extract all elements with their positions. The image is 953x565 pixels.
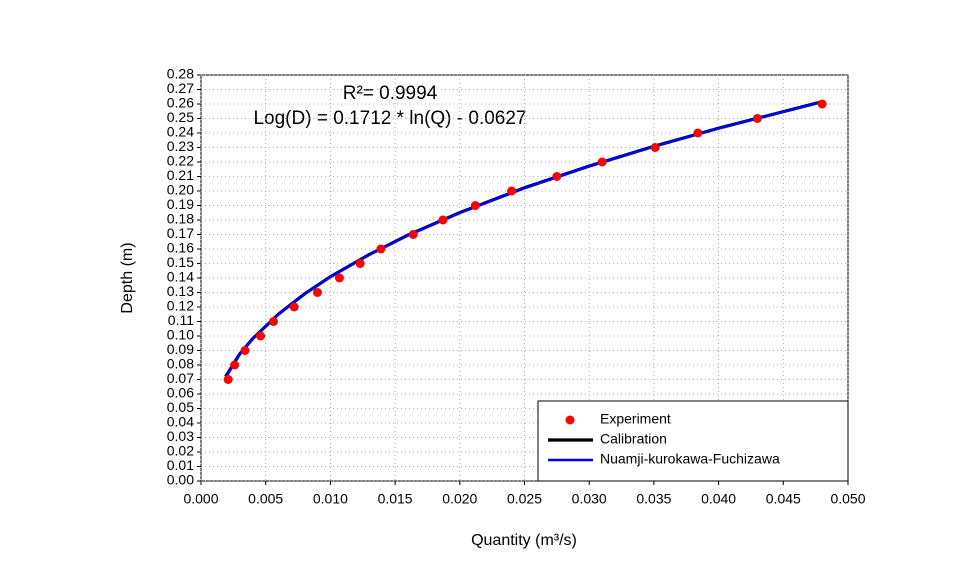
y-tick-label: 0.15 (167, 254, 194, 270)
x-tick-label: 0.015 (378, 491, 413, 507)
point (230, 360, 240, 370)
point (334, 273, 344, 283)
y-tick-label: 0.06 (167, 385, 194, 401)
x-tick-label: 0.020 (442, 491, 477, 507)
y-tick-label: 0.12 (167, 298, 194, 314)
x-tick-label: 0.045 (766, 491, 801, 507)
point (693, 128, 703, 138)
legend-label: Nuamji-kurokawa-Fuchizawa (600, 451, 780, 467)
y-tick-label: 0.23 (167, 138, 194, 154)
x-tick-label: 0.030 (572, 491, 607, 507)
y-tick-label: 0.04 (167, 414, 194, 430)
point (552, 172, 562, 181)
series-line (224, 100, 823, 379)
y-axis-title: Depth (m) (119, 242, 136, 313)
y-tick-label: 0.11 (168, 312, 194, 328)
x-tick-label: 0.035 (636, 491, 671, 507)
point (408, 230, 418, 239)
y-tick-label: 0.09 (167, 341, 194, 357)
point (817, 99, 827, 109)
y-tick-label: 0.24 (167, 124, 194, 140)
point (355, 259, 365, 268)
point (507, 186, 517, 196)
y-tick-label: 0.02 (167, 443, 194, 459)
y-tick-label: 0.20 (167, 182, 194, 198)
y-tick-label: 0.01 (167, 457, 194, 473)
y-tick-label: 0.13 (167, 283, 194, 299)
x-tick-label: 0.000 (183, 491, 218, 507)
y-tick-label: 0.00 (167, 472, 194, 488)
y-tick-label: 0.16 (167, 240, 194, 256)
y-tick-label: 0.08 (167, 356, 194, 372)
annotation: R²= 0.9994 (343, 83, 438, 104)
point (223, 375, 233, 384)
y-tick-label: 0.21 (167, 167, 194, 183)
legend-marker (565, 415, 575, 425)
x-tick-label: 0.050 (830, 491, 865, 507)
y-tick-label: 0.18 (167, 211, 194, 227)
point (650, 143, 660, 152)
y-tick-label: 0.27 (167, 80, 194, 96)
y-tick-label: 0.17 (167, 225, 194, 241)
point (597, 157, 607, 167)
x-tick-label: 0.025 (507, 491, 542, 507)
y-tick-label: 0.10 (167, 327, 194, 343)
y-tick-label: 0.07 (167, 370, 194, 386)
y-tick-label: 0.19 (167, 196, 194, 212)
y-tick-label: 0.14 (167, 269, 194, 285)
series-line (224, 100, 823, 378)
y-tick-label: 0.28 (167, 66, 194, 82)
point (470, 201, 480, 210)
x-axis-title: Quantity (m³/s) (471, 532, 577, 549)
x-tick-label: 0.005 (248, 491, 283, 507)
legend-label: Calibration (600, 431, 667, 447)
point (256, 331, 266, 341)
y-tick-label: 0.25 (167, 109, 194, 125)
point (312, 288, 322, 297)
point (289, 302, 299, 312)
x-tick-label: 0.040 (701, 491, 736, 507)
y-tick-label: 0.05 (167, 399, 194, 415)
point (240, 346, 250, 355)
point (438, 215, 448, 225)
legend-label: Experiment (600, 411, 671, 427)
y-tick-label: 0.22 (167, 153, 194, 169)
point (752, 114, 762, 123)
y-tick-label: 0.03 (167, 428, 194, 444)
y-tick-label: 0.26 (167, 95, 194, 111)
x-tick-label: 0.010 (313, 491, 348, 507)
point (268, 317, 278, 326)
point (376, 244, 386, 254)
